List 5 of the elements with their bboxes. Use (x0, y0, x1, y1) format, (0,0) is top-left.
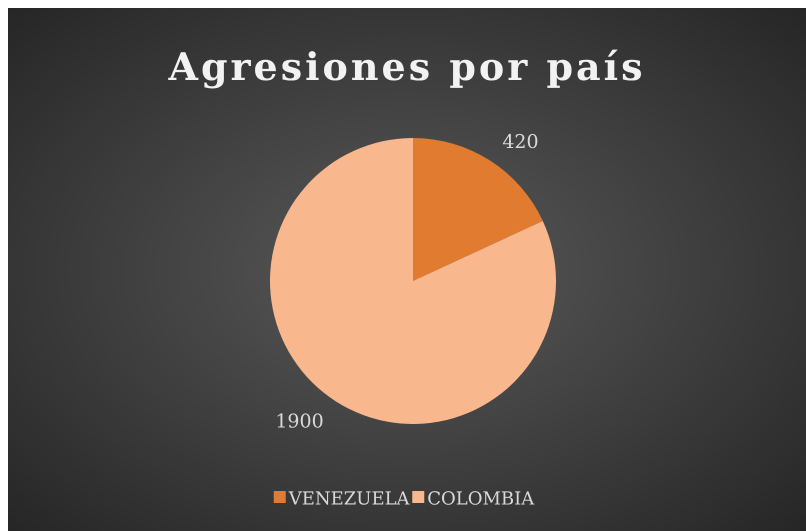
data-label: 420 (502, 130, 539, 153)
legend-label: COLOMBIA (427, 488, 536, 510)
chart-title: Agresiones por país (167, 44, 646, 89)
legend-label: VENEZUELA (288, 488, 411, 510)
data-label: 1900 (275, 410, 324, 432)
